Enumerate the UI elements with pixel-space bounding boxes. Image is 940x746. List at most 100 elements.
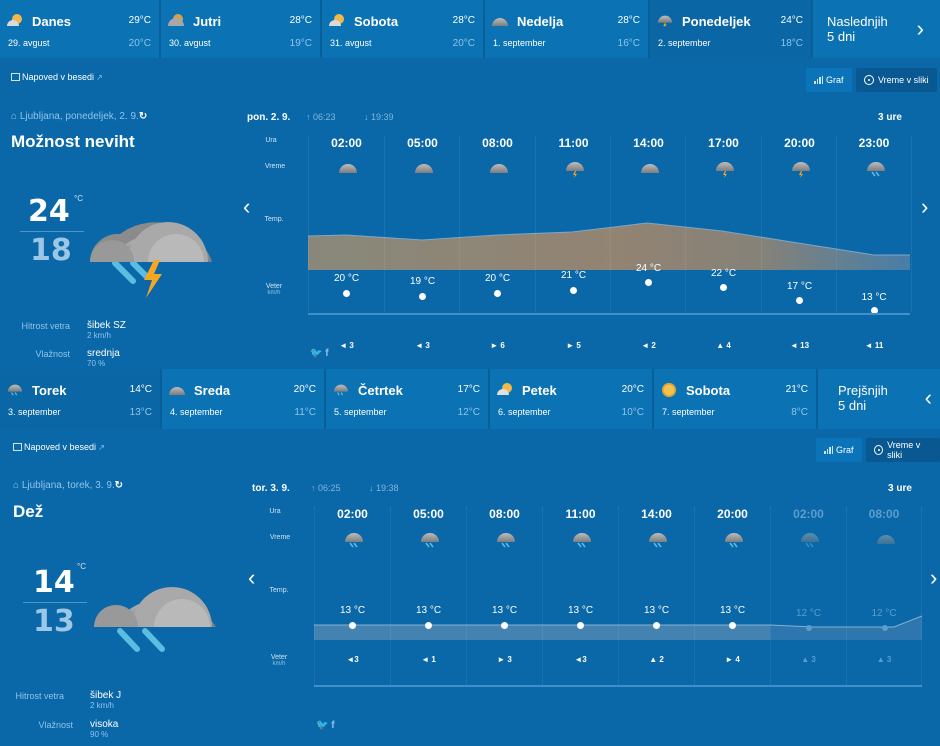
hour-column: 02:00 20 °C ◄ 3 [308,136,384,350]
humidity-percent: 90 % [90,730,109,739]
nav-label: Prejšnjih 5 dni [838,383,888,413]
row-label-temp: Temp. [269,587,289,594]
hour-column: 02:00 12 °C ▲ 3 [770,507,846,687]
wind-speed: 2 km/h [87,331,112,340]
day-tab-nedelja[interactable]: Nedelja 28°C 1. september 16°C [485,0,648,58]
location-line: ⌂ Ljubljana, torek, 3. 9.↻ [13,480,124,491]
day-tab-sreda[interactable]: Sreda 20°C 4. september 11°C [162,369,324,429]
day-tab-sobota[interactable]: Sobota 28°C 31. avgust 20°C [322,0,483,58]
wind-direction-icon: ▲ [716,341,725,350]
day-tab-danes[interactable]: Danes 29°C 29. avgust 20°C [0,0,159,58]
day-strip-bottom: Torek 14°C 3. september 13°C Sreda 20°C … [0,369,940,429]
day-strip-top: Danes 29°C 29. avgust 20°C Jutri 28°C 30… [0,0,940,58]
previous-5-days-button[interactable]: Prejšnjih 5 dni ‹ [818,369,940,429]
wind-direction-icon: ◄ [415,341,424,350]
facebook-icon[interactable]: f [325,348,329,359]
day-min: 11°C [294,407,316,418]
rain-icon [573,533,591,548]
wind-direction-icon: ◄ [641,341,650,350]
day-max: 17°C [457,384,480,395]
sun-icon [661,382,677,398]
temp-min: 18 [30,233,72,268]
day-tab-sobota-2[interactable]: Sobota 21°C 7. september 8°C [654,369,816,429]
vreme-v-sliki-button[interactable]: Vreme v sliki [866,438,940,462]
wind-direction-icon: ◄ [864,341,873,350]
thunderstorm-large-icon [89,222,212,298]
wind-direction-icon: ◄ [339,341,348,350]
partly-cloudy-icon [329,14,344,26]
hour-column: 05:00 13 °C ◄ 1 [390,507,466,687]
location-line: ⌂ Ljubljana, ponedeljek, 2. 9.↻ [11,111,148,122]
row-label-wind: Veter km/h [270,654,288,667]
wind-value: šibek J [90,690,122,701]
hour-column: 02:00 13 °C ◄3 [314,507,390,687]
day-max: 29°C [128,15,151,26]
refresh-icon[interactable]: ↻ [138,111,148,122]
refresh-icon[interactable]: ↻ [114,480,124,491]
temperature-chart [314,615,922,640]
vreme-v-sliki-button[interactable]: Vreme v sliki [856,68,937,92]
day-min: 10°C [621,407,644,418]
day-tab-petek[interactable]: Petek 20°C 6. september 10°C [490,369,652,429]
row-label-hour: Ura [269,508,281,515]
twitter-icon[interactable]: 🐦 [316,720,329,731]
row-label-hour: Ura [265,137,277,144]
hourly-grid: 02:00 13 °C ◄3 05:00 13 °C ◄ 1 08:00 13 … [314,507,922,687]
thunderstorm-icon [792,162,810,178]
day-tab-cetrtek[interactable]: Četrtek 17°C 5. september 12°C [326,369,488,429]
facebook-icon[interactable]: f [331,720,335,731]
day-max: 14°C [129,384,152,395]
napoved-v-besedi-link[interactable]: Napoved v besedi ↗ [11,72,103,82]
rain-icon [345,533,363,548]
forecast-date: pon. 2. 9. [247,112,291,123]
rain-icon [497,533,515,548]
chart-baseline [314,685,922,687]
next-5-days-button[interactable]: Naslednjih 5 dni › [813,0,940,58]
day-name: Sobota [686,383,731,398]
day-tab-ponedeljek[interactable]: Ponedeljek 24°C 2. september 18°C [650,0,811,58]
wind-label: Hitrost vetra [15,691,64,701]
wind-direction-icon: ◄ [421,655,430,664]
rain-icon [421,533,439,548]
day-date: 3. september [8,407,61,417]
rain-icon [801,533,819,548]
external-link-icon: ↗ [98,442,105,452]
day-date: 7. september [662,407,715,417]
wind-direction-icon: ▲ [876,655,885,664]
humidity-label: Vlažnost [38,720,73,730]
hour-column: 08:00 20 °C ► 6 [459,136,535,350]
condition-title: Dež [13,502,44,521]
day-min: 20°C [128,38,151,49]
share-links[interactable]: 🐦 f [316,720,335,731]
chevron-left-icon[interactable]: ‹ [243,194,251,219]
day-tab-torek[interactable]: Torek 14°C 3. september 13°C [0,369,160,429]
temp-divider [20,231,84,232]
share-links[interactable]: 🐦 f [310,348,329,359]
day-name: Jutri [193,14,222,29]
rain-icon [867,162,885,177]
napoved-v-besedi-link[interactable]: Napoved v besedi ↗ [13,442,105,452]
day-tab-jutri[interactable]: Jutri 28°C 30. avgust 19°C [161,0,320,58]
temp-unit: °C [77,562,86,571]
chevron-right-icon[interactable]: › [930,565,938,590]
chevron-right-icon: › [916,16,924,41]
cloud-icon [490,164,508,173]
rain-icon [8,384,22,396]
chevron-left-icon[interactable]: ‹ [248,565,256,590]
document-icon [11,73,20,81]
cloud-icon [339,164,357,173]
twitter-icon[interactable]: 🐦 [310,348,323,359]
day-date: 29. avgust [8,38,50,48]
graf-button[interactable]: Graf [816,438,862,462]
thunderstorm-icon [658,15,672,27]
hour-column: 20:00 17 °C ◄ 13 [761,136,837,350]
chart-baseline [308,313,910,315]
temp-divider [23,602,87,603]
chevron-right-icon[interactable]: › [921,194,929,219]
graf-button[interactable]: Graf [806,68,852,92]
day-name: Torek [32,383,67,398]
bar-chart-icon [814,76,823,84]
sunrise-time: ↑ 06:25 [311,483,341,493]
location-icon: ⌂ [13,480,22,491]
temp-min: 13 [33,604,75,639]
